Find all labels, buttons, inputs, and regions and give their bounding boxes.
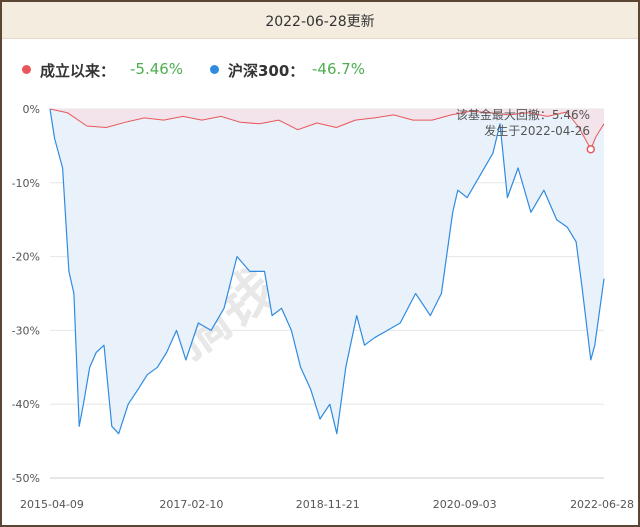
annotation: 该基金最大回撤：5.46%发生于2022-04-26 <box>456 107 590 138</box>
legend-label-fund: 成立以来： <box>40 62 116 80</box>
y-tick-label: 0% <box>23 103 40 116</box>
annotation-line2: 发生于2022-04-26 <box>484 123 590 138</box>
legend-value-hs300: -46.7% <box>312 60 366 78</box>
x-tick-label: 2015-04-09 <box>20 498 84 511</box>
x-tick-label: 2022-06-28 <box>570 498 634 511</box>
series-line-fund <box>49 108 605 150</box>
legend-value-fund: -5.46% <box>130 60 184 78</box>
legend-dot-hs300 <box>210 65 219 74</box>
annotation-line1: 该基金最大回撤：5.46% <box>456 107 590 122</box>
x-tick-label: 2017-02-10 <box>159 498 223 511</box>
x-tick-label: 2020-09-03 <box>433 498 497 511</box>
y-tick-label: -10% <box>12 177 40 190</box>
x-axis: 2015-04-09 2017-02-10 2018-11-21 2020-09-03… <box>20 477 634 511</box>
max-drawdown-marker <box>586 145 596 154</box>
y-tick-label: -40% <box>12 398 40 411</box>
fund-area <box>50 109 604 150</box>
series-line-hs300 <box>49 108 605 435</box>
series-group <box>49 108 605 435</box>
x-tick-label: 2018-11-21 <box>296 498 360 511</box>
legend-label-hs300: 沪深300： <box>228 62 305 80</box>
y-tick-label: -30% <box>12 324 40 337</box>
y-tick-label: -20% <box>12 251 40 264</box>
y-tick-label: -50% <box>12 472 40 485</box>
y-axis: 0% -10% -20% -30% -40% -50% <box>12 103 40 485</box>
header-bar: 2022-06-28更新 <box>2 2 638 39</box>
legend-dot-fund <box>22 65 31 74</box>
header-title: 2022-06-28更新 <box>265 14 375 30</box>
hs300-area <box>50 109 604 434</box>
